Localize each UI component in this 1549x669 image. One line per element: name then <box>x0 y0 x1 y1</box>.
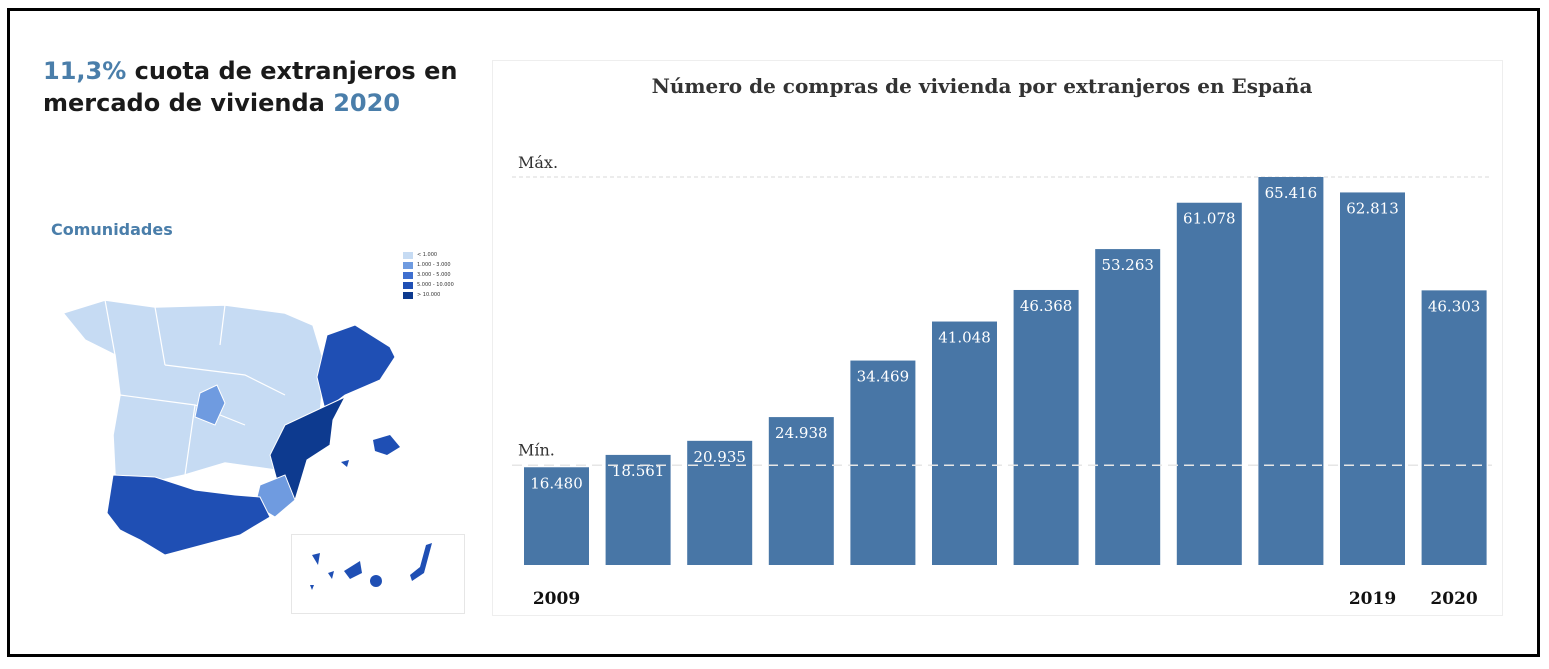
legend-swatch <box>403 271 413 279</box>
legend-label: 1.000 - 3.000 <box>417 262 451 268</box>
legend-item: 5.000 - 10.000 <box>403 280 454 290</box>
map-region-madrid <box>194 384 226 426</box>
bar-value-label: 46.368 <box>1020 297 1073 315</box>
canarias-map <box>310 543 432 590</box>
x-tick-label: 2020 <box>1430 589 1477 609</box>
headline-pct: 11,3% <box>43 57 127 85</box>
chart-title: Número de compras de vivienda por extran… <box>651 74 1313 98</box>
x-tick-label: 2009 <box>533 589 580 609</box>
headline-text: cuota de extranjeros en mercado de vivie… <box>43 57 458 117</box>
legend-label: < 1.000 <box>417 252 438 258</box>
legend-label: 5.000 - 10.000 <box>417 282 454 288</box>
legend-swatch <box>403 291 413 299</box>
legend-item: 3.000 - 5.000 <box>403 270 454 280</box>
bar <box>687 440 753 565</box>
bar <box>1013 289 1079 565</box>
legend-label: > 10.000 <box>417 292 441 298</box>
max-label: Máx. <box>518 153 558 172</box>
legend-item: > 10.000 <box>403 290 454 300</box>
headline: 11,3% cuota de extranjeros en mercado de… <box>43 55 463 119</box>
legend-swatch <box>403 281 413 289</box>
headline-year: 2020 <box>333 89 401 117</box>
legend-label: 3.000 - 5.000 <box>417 272 451 278</box>
legend-item: 1.000 - 3.000 <box>403 260 454 270</box>
bar <box>850 360 916 565</box>
map-region-baleares <box>373 435 400 455</box>
bar <box>1421 290 1487 565</box>
bar-value-label: 65.416 <box>1265 184 1318 202</box>
bar-value-label: 16.480 <box>530 474 583 492</box>
bar-value-label: 20.935 <box>693 448 746 466</box>
bar-chart: Máx. 16.480 18.561 20.935 24.938 34.469 41.048… <box>512 153 1492 609</box>
bar-value-label: 34.469 <box>857 368 910 386</box>
canarias-inset <box>291 534 465 614</box>
map-region-valencia <box>269 395 347 501</box>
spain-map <box>61 299 400 556</box>
bar <box>524 467 589 565</box>
bar-value-label: 46.303 <box>1428 297 1481 315</box>
min-label: Mín. <box>518 440 555 459</box>
bar <box>1176 202 1242 565</box>
bar <box>768 417 834 565</box>
bar <box>1340 192 1405 566</box>
chart-panel <box>492 60 1503 616</box>
bar-value-label: 41.048 <box>938 329 991 347</box>
map-section-label: Comunidades <box>51 220 173 239</box>
bar-value-label: 62.813 <box>1346 199 1399 217</box>
bar <box>605 454 671 565</box>
legend-item: < 1.000 <box>403 250 454 260</box>
bar-value-label: 24.938 <box>775 424 828 442</box>
map-region-andalucia <box>106 474 271 556</box>
bar <box>1258 177 1324 565</box>
bar-value-label: 61.078 <box>1183 210 1236 228</box>
bar <box>932 321 997 565</box>
map-region-cataluna <box>316 324 396 411</box>
legend-swatch <box>403 261 413 269</box>
map-region-borders <box>104 299 286 476</box>
legend-swatch <box>403 251 413 259</box>
bar-value-label: 18.561 <box>612 462 665 480</box>
bar-value-label: 53.263 <box>1101 256 1154 274</box>
x-tick-label: 2019 <box>1349 589 1396 609</box>
map-legend: < 1.000 1.000 - 3.000 3.000 - 5.000 5.000 -… <box>403 250 454 300</box>
bar <box>1095 249 1161 565</box>
